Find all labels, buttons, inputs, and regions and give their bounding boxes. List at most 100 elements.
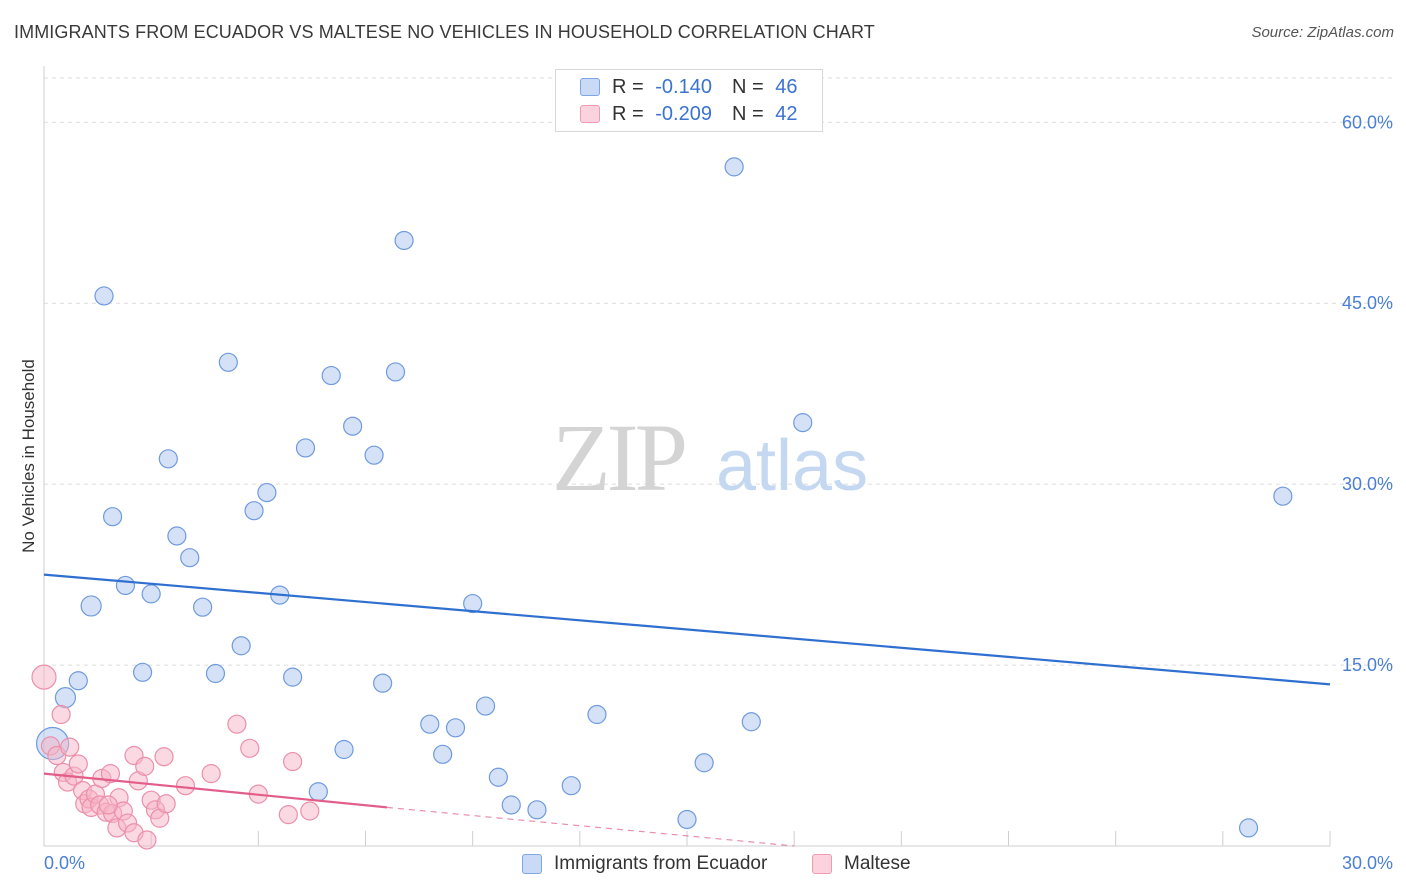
scatter-point [295, 438, 316, 458]
legend-r-value: -0.140 [655, 75, 712, 98]
scatter-point [167, 526, 187, 546]
scatter-point [501, 795, 521, 815]
legend-r-value: -0.209 [655, 102, 712, 125]
scatter-point [463, 593, 483, 614]
scatter-point [445, 718, 466, 738]
scatter-point [31, 664, 57, 690]
scatter-point [135, 756, 155, 776]
scatter-point [60, 737, 80, 757]
legend-swatch-maltese [812, 854, 832, 874]
scatter-point [587, 704, 607, 725]
scatter-point [68, 671, 88, 691]
scatter-point [334, 739, 354, 760]
scatter-point [100, 764, 121, 784]
scatter-point [244, 501, 264, 521]
scatter-point [115, 575, 136, 596]
scatter-point [343, 416, 363, 436]
scatter-point [278, 805, 298, 825]
scatter-point [193, 597, 213, 617]
scatter-point [308, 782, 328, 802]
y-tick-label: 15.0% [1342, 655, 1393, 675]
scatter-point [158, 449, 178, 469]
scatter-point [141, 584, 161, 604]
scatter-point [94, 286, 114, 306]
scatter-point [741, 712, 761, 732]
chart-title: IMMIGRANTS FROM ECUADOR VS MALTESE NO VE… [14, 22, 875, 42]
scatter-point [180, 548, 200, 568]
scatter-point [561, 776, 581, 796]
legend-swatch-maltese [580, 105, 600, 123]
y-tick-label: 30.0% [1342, 474, 1393, 494]
scatter-point [137, 830, 157, 850]
y-axis-label: No Vehicles in Household [19, 359, 38, 553]
legend-n-value: 42 [775, 102, 798, 125]
x-tick-label-max: 30.0% [1342, 853, 1393, 873]
scatter-point [80, 595, 102, 617]
scatter-point [156, 794, 176, 814]
legend-swatch-ecuador [580, 78, 600, 96]
tick-labels: 0.0% 30.0% 15.0% 30.0% 45.0% 60.0% [44, 112, 1393, 873]
legend-item-maltese: Maltese [812, 850, 911, 878]
scatter-point [257, 482, 277, 503]
scatter-point [1273, 486, 1293, 506]
scatter-point [373, 673, 393, 693]
scatter-point [793, 413, 813, 433]
legend-n-value: 46 [775, 75, 798, 98]
scatter-point [385, 362, 406, 382]
trend-line-extension [386, 806, 795, 847]
scatter-point [218, 352, 238, 372]
watermark-atlas: atlas [716, 426, 868, 506]
watermark-zip: ZIP [552, 404, 685, 511]
scatter-point [488, 767, 508, 787]
y-tick-label: 60.0% [1342, 112, 1393, 132]
scatter-point [677, 809, 697, 830]
scatter-point [300, 801, 320, 821]
scatter-point [175, 776, 196, 796]
scatter-point [1238, 818, 1259, 838]
scatter-point [527, 800, 547, 820]
trend-line-maltese [43, 772, 388, 809]
scatter-point [54, 687, 77, 709]
trend-layer [43, 573, 1331, 847]
scatter-point [102, 507, 123, 527]
scatter-point [132, 662, 153, 682]
scatter-point [475, 696, 496, 716]
scatter-point [283, 667, 303, 687]
legend-swatch-ecuador [522, 854, 542, 874]
grid-lines [44, 77, 1393, 666]
scatter-point [283, 751, 303, 772]
scatter-point [205, 663, 226, 684]
legend-label-maltese: Maltese [844, 853, 911, 874]
scatter-point [433, 744, 453, 764]
legend-row-ecuador: R = -0.140 N = 46 [580, 74, 797, 100]
legend-n-label: N = [731, 102, 770, 125]
legend-r-label: R = [612, 75, 650, 98]
correlation-legend: R = -0.140 N = 46 R = -0.209 N = 42 [555, 69, 823, 132]
legend-row-maltese: R = -0.209 N = 42 [580, 101, 797, 127]
scatter-point [98, 795, 118, 815]
series-layer [31, 157, 1293, 850]
scatter-point [51, 704, 71, 725]
x-tick-label-min: 0.0% [44, 853, 85, 873]
scatter-point [394, 230, 414, 251]
scatter-point [227, 714, 247, 734]
scatter-point [694, 753, 714, 773]
legend-item-ecuador: Immigrants from Ecuador [522, 850, 767, 878]
scatter-point [154, 747, 174, 767]
watermark: ZIP atlas [552, 404, 868, 511]
legend-r-label: R = [612, 102, 650, 125]
y-tick-label: 45.0% [1342, 293, 1393, 313]
trend-line-ecuador [43, 573, 1331, 686]
series-legend: Immigrants from Ecuador Maltese [0, 850, 1406, 878]
scatter-point [240, 738, 260, 758]
axes [43, 66, 1331, 847]
scatter-point [321, 365, 341, 386]
scatter-point [201, 764, 221, 784]
legend-label-ecuador: Immigrants from Ecuador [554, 853, 768, 874]
legend-n-label: N = [731, 75, 770, 98]
chart-source: Source: ZipAtlas.com [1251, 24, 1394, 41]
scatter-point [420, 714, 440, 734]
scatter-point [364, 445, 384, 465]
scatter-point [231, 636, 251, 656]
